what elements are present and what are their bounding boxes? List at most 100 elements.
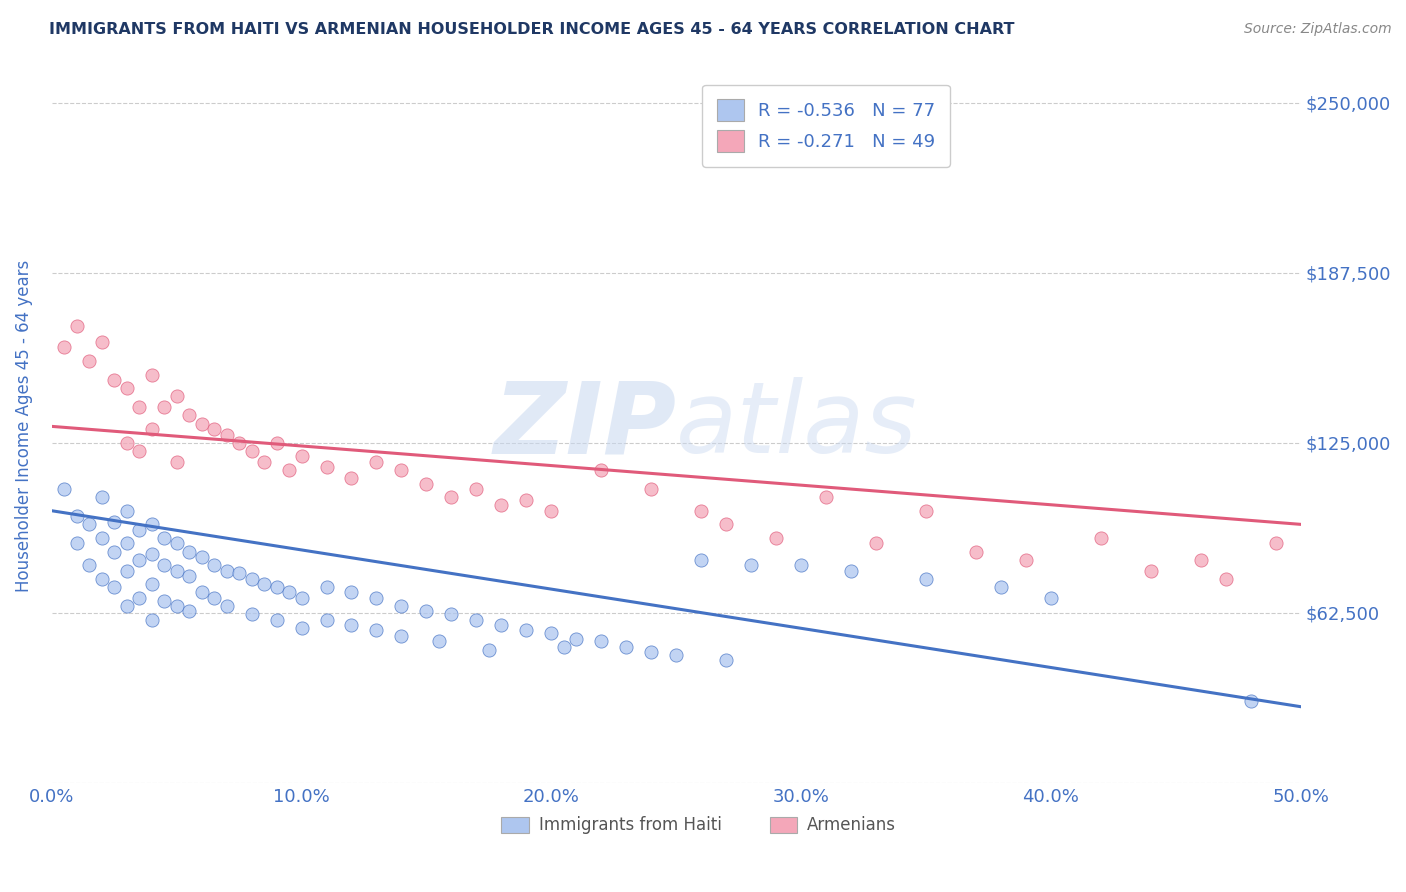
Point (128, 523, 150, 537)
Point (141, 577, 163, 591)
Point (591, 634, 613, 648)
Point (103, 373, 125, 387)
Point (115, 536, 138, 550)
Text: IMMIGRANTS FROM HAITI VS ARMENIAN HOUSEHOLDER INCOME AGES 45 - 64 YEARS CORRELAT: IMMIGRANTS FROM HAITI VS ARMENIAN HOUSEH… (49, 22, 1015, 37)
Point (440, 607, 463, 622)
Point (366, 455, 388, 469)
Point (66, 318, 89, 333)
Point (53, 341, 76, 355)
Point (115, 381, 138, 395)
Point (740, 558, 762, 573)
Point (66, 536, 89, 550)
Point (690, 504, 713, 518)
Point (253, 455, 276, 469)
Point (202, 558, 225, 573)
Point (166, 599, 188, 613)
Point (266, 613, 288, 627)
Point (465, 613, 488, 627)
Point (1090, 531, 1112, 545)
Point (103, 515, 125, 529)
Point (77, 354, 100, 368)
Point (215, 427, 238, 442)
Point (228, 566, 250, 581)
Point (190, 585, 212, 599)
Point (90, 490, 112, 504)
Point (115, 599, 138, 613)
Point (1240, 694, 1263, 708)
Point (153, 401, 176, 415)
Point (166, 455, 188, 469)
Point (179, 569, 201, 583)
Point (179, 544, 201, 558)
Point (815, 490, 838, 504)
Point (77, 558, 100, 573)
Point (266, 435, 288, 450)
Point (540, 626, 562, 640)
FancyBboxPatch shape (502, 817, 529, 833)
Point (366, 591, 388, 605)
Text: ZIP: ZIP (494, 377, 676, 475)
Point (340, 618, 363, 632)
FancyBboxPatch shape (770, 817, 797, 833)
Point (415, 476, 437, 491)
Text: Source: ZipAtlas.com: Source: ZipAtlas.com (1244, 22, 1392, 37)
Point (166, 536, 188, 550)
Point (90, 531, 112, 545)
Point (614, 640, 637, 654)
Text: Immigrants from Haiti: Immigrants from Haiti (538, 816, 721, 834)
Point (166, 389, 188, 403)
Legend: R = -0.536   N = 77, R = -0.271   N = 49: R = -0.536 N = 77, R = -0.271 N = 49 (702, 85, 950, 167)
Point (1015, 552, 1038, 566)
Point (253, 577, 276, 591)
Point (53, 482, 76, 496)
Point (515, 624, 537, 638)
Point (179, 409, 201, 423)
Point (714, 517, 737, 532)
Point (965, 544, 987, 558)
Point (565, 632, 588, 646)
Point (166, 564, 188, 578)
Point (115, 435, 138, 450)
Point (115, 564, 138, 578)
Point (153, 531, 176, 545)
Point (915, 504, 938, 518)
Point (591, 463, 613, 477)
Point (865, 536, 887, 550)
Point (153, 593, 176, 607)
Point (790, 558, 813, 573)
Point (1139, 564, 1161, 578)
Point (115, 504, 138, 518)
Point (690, 552, 713, 566)
Point (190, 549, 212, 564)
Y-axis label: Householder Income Ages 45 - 64 years: Householder Income Ages 45 - 64 years (15, 260, 32, 591)
Point (290, 621, 312, 635)
Point (153, 558, 176, 573)
Point (391, 629, 413, 643)
Point (315, 613, 337, 627)
Point (553, 640, 575, 654)
Point (340, 585, 363, 599)
Point (391, 599, 413, 613)
Point (90, 334, 112, 349)
Point (66, 509, 89, 524)
Point (427, 634, 450, 648)
Point (440, 490, 463, 504)
Point (278, 585, 301, 599)
Point (315, 460, 337, 475)
Point (1215, 572, 1237, 586)
Point (640, 645, 662, 659)
Point (665, 648, 688, 662)
Point (478, 642, 501, 657)
Point (240, 443, 263, 458)
Point (640, 482, 662, 496)
Point (202, 591, 225, 605)
Point (915, 572, 938, 586)
Point (290, 591, 312, 605)
Point (128, 591, 150, 605)
Point (391, 463, 413, 477)
Point (240, 607, 263, 622)
Point (141, 368, 163, 382)
Point (1189, 552, 1212, 566)
Point (491, 618, 513, 632)
Point (465, 482, 488, 496)
